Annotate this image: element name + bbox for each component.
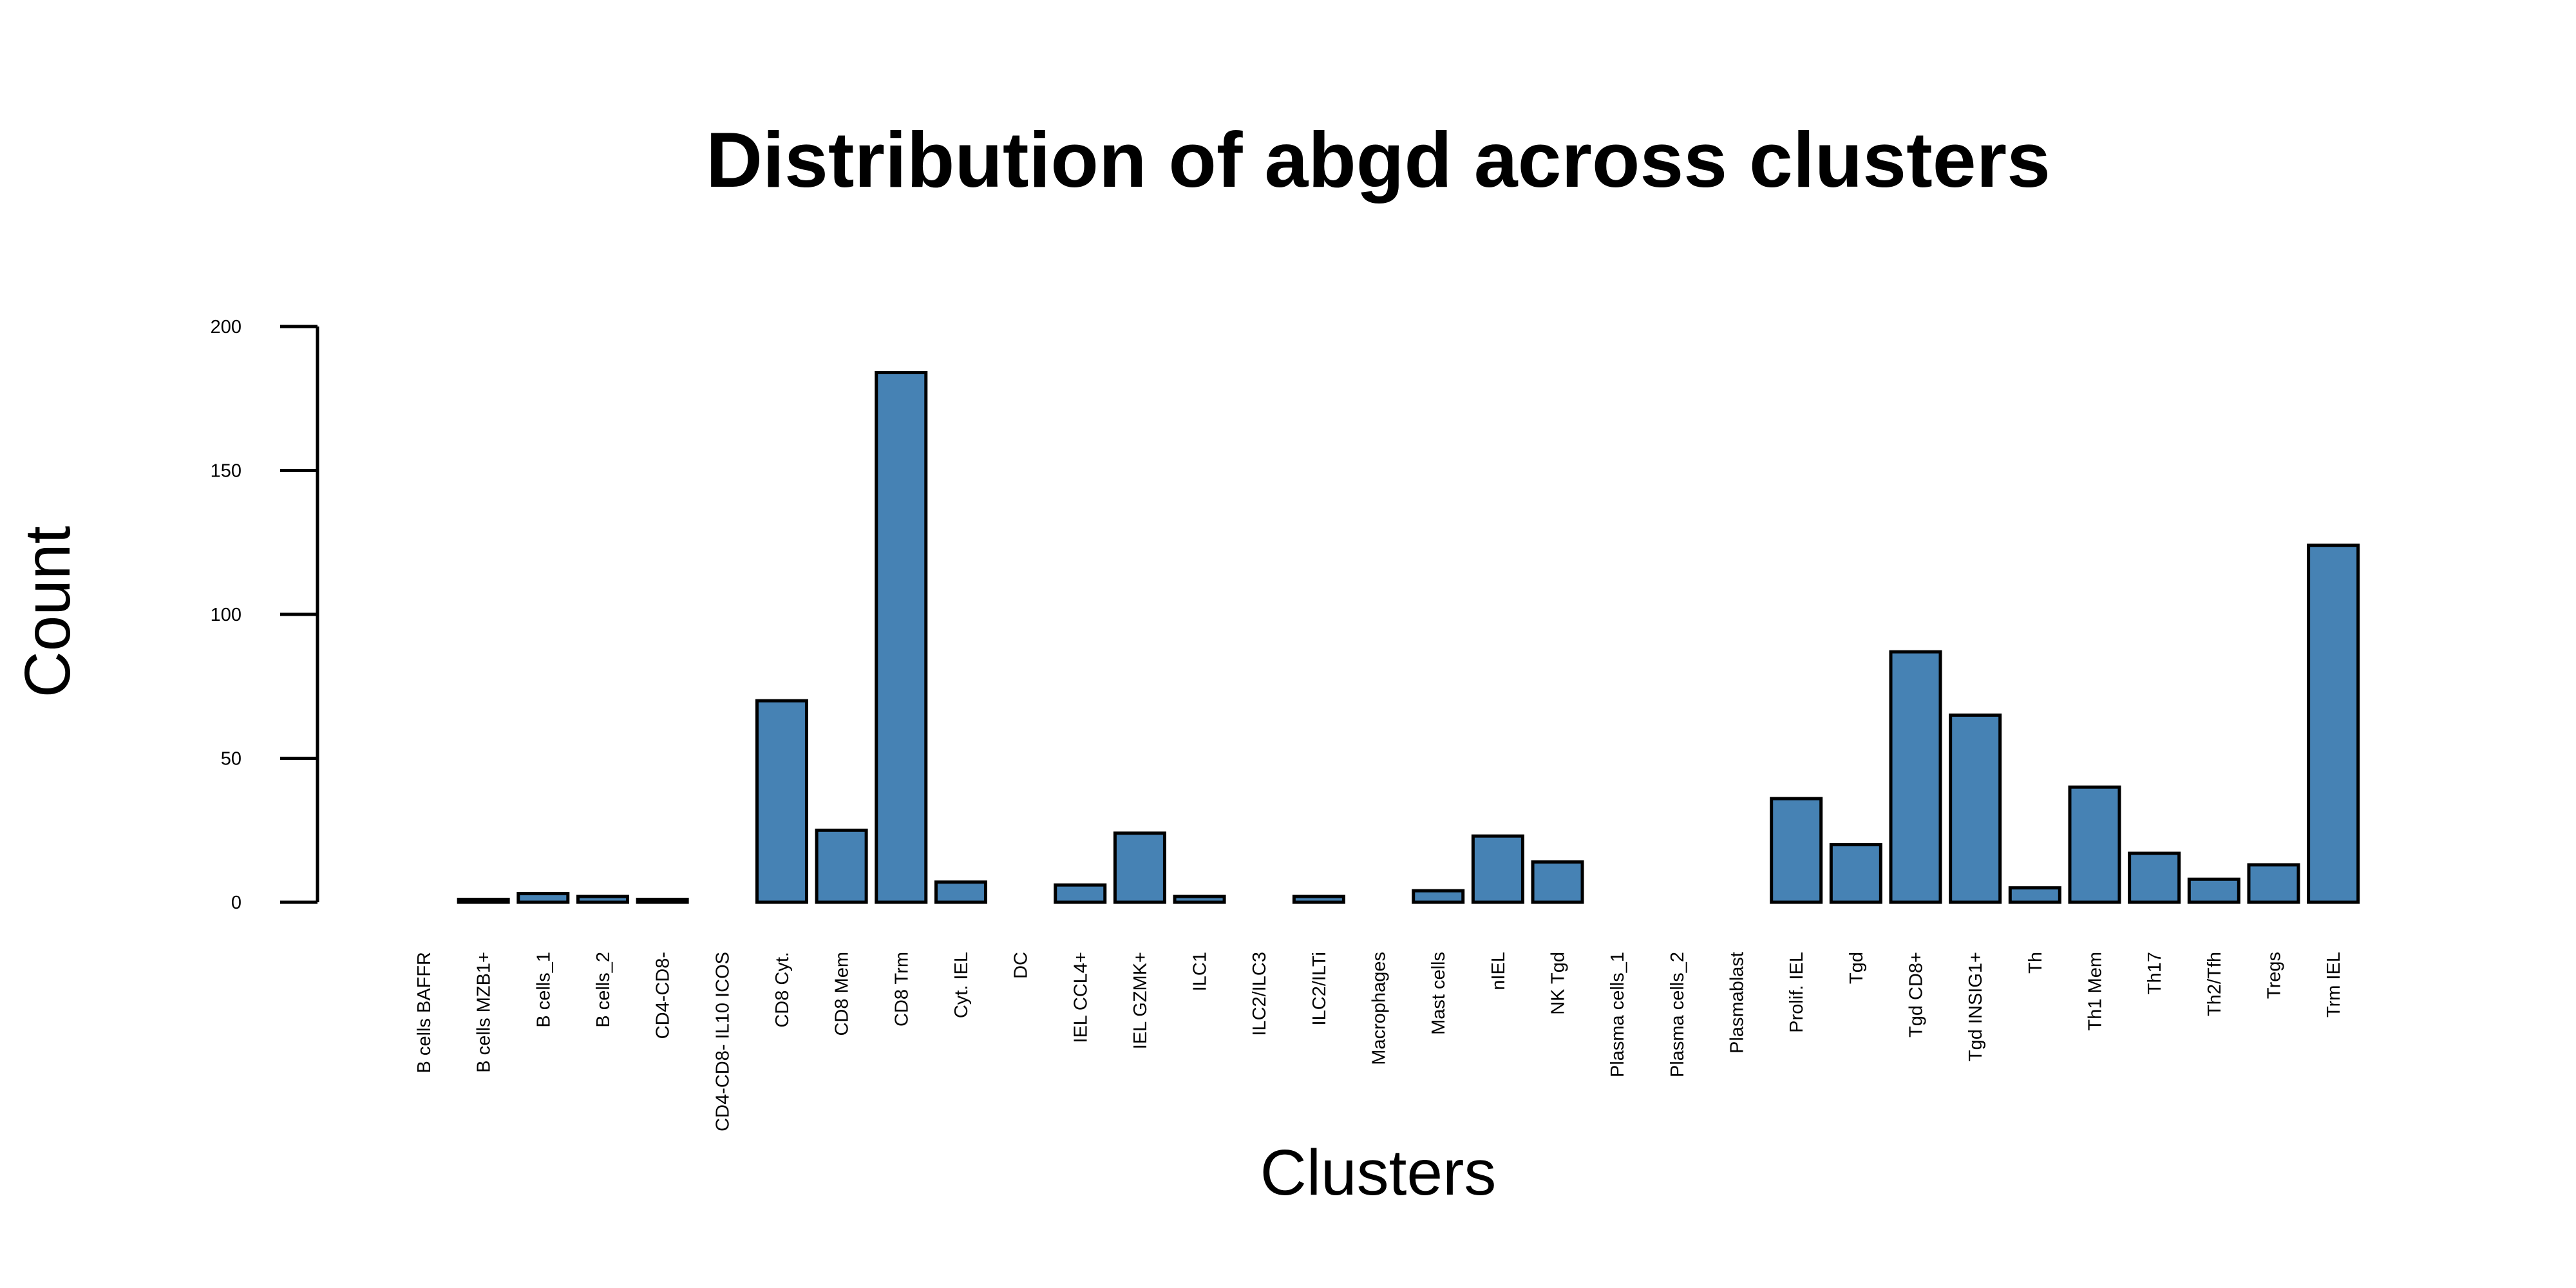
x-tick-label: ILC2/ILTi — [1309, 952, 1330, 1025]
x-tick-label: CD8 Trm — [891, 952, 912, 1027]
bar — [875, 371, 928, 904]
x-tick-label: Plasma cells_2 — [1667, 952, 1688, 1077]
x-tick-label: Mast cells — [1428, 952, 1449, 1035]
bar — [1292, 895, 1345, 904]
bar — [2307, 544, 2360, 904]
chart-title: Distribution of abgd across clusters — [706, 116, 2050, 204]
bar — [1471, 834, 1524, 904]
x-tick-label: CD8 Mem — [832, 952, 853, 1036]
x-tick-label: Th17 — [2145, 952, 2165, 994]
bar — [1173, 895, 1226, 904]
bars — [457, 371, 2360, 904]
y-tick-label: 150 — [211, 461, 242, 482]
x-tick-labels: B cells BAFFR B cells MZB1+ B cells_1 B cel… — [414, 952, 2344, 1132]
bar — [934, 880, 987, 904]
x-tick-label: IEL CCL4+ — [1070, 952, 1091, 1043]
x-tick-label: B cells_2 — [593, 952, 614, 1028]
x-tick-label: CD4-CD8- — [653, 952, 674, 1039]
bar — [1770, 797, 1823, 904]
bar — [457, 898, 510, 904]
x-axis-label: Clusters — [1260, 1137, 1497, 1209]
y-tick-label: 100 — [211, 605, 242, 625]
bar — [516, 892, 570, 904]
bar — [1531, 860, 1584, 904]
x-tick-label: Tgd — [1846, 952, 1867, 984]
x-tick-label: Th2/Tfh — [2204, 952, 2225, 1016]
x-tick-label: Cyt. IEL — [951, 952, 972, 1018]
x-tick-label: B cells MZB1+ — [474, 952, 495, 1073]
x-tick-label: B cells BAFFR — [414, 952, 435, 1074]
x-tick-label: Th — [2025, 952, 2046, 974]
x-tick-label: Plasma cells_1 — [1607, 952, 1628, 1077]
y-axis-label: Count — [12, 526, 84, 697]
bar — [2008, 886, 2061, 904]
x-tick-label: Macrophages — [1369, 952, 1390, 1065]
x-tick-label: NK Tgd — [1548, 952, 1569, 1015]
bar — [636, 898, 689, 904]
bar — [2247, 863, 2300, 904]
x-tick-label: Tregs — [2264, 952, 2284, 999]
bar — [1829, 843, 1882, 904]
x-tick-label: Tgd CD8+ — [1906, 952, 1927, 1037]
x-tick-label: IEL GZMK+ — [1130, 952, 1151, 1049]
x-tick-label: Plasmablast — [1727, 952, 1748, 1054]
x-tick-label: CD4-CD8- IL10 ICOS — [712, 952, 733, 1132]
bar — [1889, 650, 1942, 904]
x-tick-label: B cells_1 — [533, 952, 554, 1028]
x-tick-label: Prolif. IEL — [1786, 952, 1807, 1033]
bar — [1113, 831, 1166, 904]
y-tick-label: 200 — [211, 317, 242, 337]
x-tick-label: nIEL — [1488, 952, 1509, 990]
x-tick-label: CD8 Cyt. — [772, 952, 793, 1028]
x-tick-label: Trm IEL — [2324, 952, 2344, 1018]
y-tick-label: 50 — [221, 749, 242, 770]
bar — [755, 699, 808, 904]
bar — [1949, 713, 2002, 904]
bar — [815, 828, 868, 904]
x-tick-label: Tgd INSIG1+ — [1965, 952, 1986, 1061]
x-tick-label: ILC2/ILC3 — [1249, 952, 1270, 1036]
bar — [1412, 889, 1465, 904]
y-tick-label: 0 — [231, 893, 242, 913]
bar — [2187, 877, 2240, 904]
bar — [1054, 883, 1107, 904]
x-tick-label: DC — [1011, 952, 1032, 979]
x-tick-label: ILC1 — [1190, 952, 1211, 991]
y-axis: 0 50 100 150 200 — [211, 317, 319, 913]
bar — [576, 895, 629, 904]
bar — [2128, 851, 2181, 904]
x-tick-label: Th1 Mem — [2085, 952, 2105, 1030]
bar — [2068, 785, 2121, 904]
